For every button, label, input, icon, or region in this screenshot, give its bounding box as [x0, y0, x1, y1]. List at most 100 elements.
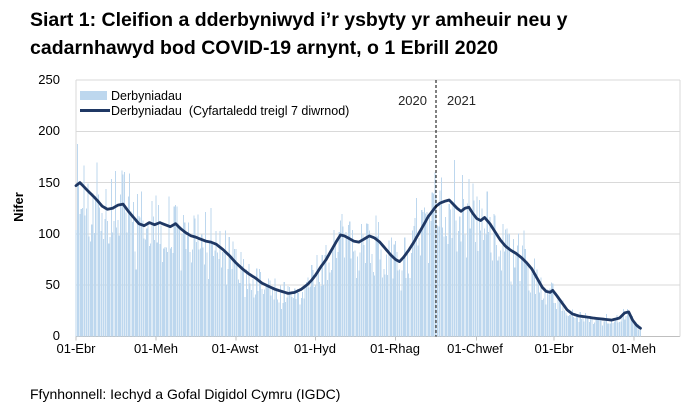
- daily-admissions-bar: [105, 189, 107, 337]
- daily-admissions-bar: [418, 237, 420, 337]
- daily-admissions-bar: [404, 237, 406, 337]
- daily-admissions-bar: [230, 256, 232, 337]
- daily-admissions-bar: [569, 314, 571, 337]
- daily-admissions-bar: [75, 229, 77, 337]
- daily-admissions-bar: [92, 193, 94, 337]
- daily-admissions-bar: [152, 216, 154, 337]
- page-title: Siart 1: Cleifion a dderbyniwyd i’r ysby…: [30, 6, 680, 62]
- daily-admissions-bar: [545, 304, 547, 337]
- daily-admissions-bar: [395, 240, 397, 337]
- daily-admissions-bar: [113, 220, 115, 337]
- daily-admissions-bar: [522, 245, 524, 337]
- daily-admissions-bar: [582, 316, 584, 337]
- x-tick-label: 01-Ebr: [534, 341, 574, 356]
- daily-admissions-bar: [88, 236, 90, 337]
- daily-admissions-bar: [218, 259, 220, 337]
- daily-admissions-bar: [596, 317, 598, 337]
- daily-admissions-bar: [433, 193, 435, 337]
- daily-admissions-bar: [638, 329, 640, 337]
- daily-admissions-bar: [578, 322, 580, 337]
- daily-admissions-bar: [605, 313, 607, 337]
- daily-admissions-bar: [575, 314, 577, 337]
- daily-admissions-bar: [303, 298, 305, 337]
- daily-admissions-bar: [465, 257, 467, 337]
- daily-admissions-bar: [140, 191, 143, 337]
- daily-admissions-bar: [520, 258, 522, 337]
- daily-admissions-bar: [142, 220, 144, 337]
- daily-admissions-bar: [453, 160, 456, 337]
- x-tick-label: 01-Hyd: [294, 341, 336, 356]
- daily-admissions-bar: [387, 274, 389, 337]
- daily-admissions-bar: [260, 271, 262, 337]
- daily-admissions-bar: [518, 233, 520, 337]
- daily-admissions-bar: [283, 281, 285, 337]
- daily-admissions-bar: [332, 251, 334, 337]
- daily-admissions-bar: [608, 323, 610, 337]
- legend-bar-label: Derbyniadau: [111, 88, 182, 103]
- daily-admissions-bar: [459, 216, 461, 337]
- daily-admissions-bar: [76, 144, 78, 337]
- daily-admissions-bar: [497, 260, 499, 337]
- daily-admissions-bar: [188, 222, 190, 337]
- daily-admissions-bar: [562, 300, 564, 337]
- x-tick-label: 01-Meh: [611, 341, 657, 356]
- daily-admissions-bar: [468, 178, 470, 337]
- daily-admissions-bar: [257, 291, 259, 337]
- daily-admissions-bar: [252, 279, 254, 337]
- daily-admissions-bar: [248, 264, 250, 337]
- daily-admissions-bar: [336, 257, 338, 337]
- daily-admissions-bar: [151, 201, 153, 337]
- daily-admissions-bar: [154, 239, 156, 337]
- daily-admissions-bar: [203, 264, 205, 337]
- daily-admissions-bar: [330, 270, 332, 337]
- daily-admissions-bar: [353, 251, 355, 337]
- daily-admissions-bar: [481, 208, 483, 337]
- daily-admissions-bar: [270, 295, 272, 337]
- daily-admissions-bar: [156, 242, 158, 337]
- daily-admissions-bar: [363, 244, 365, 337]
- legend-row-line: Derbyniadau (Cyfartaledd treigl 7 diwrno…: [80, 103, 349, 118]
- daily-admissions-bar: [227, 268, 229, 337]
- daily-admissions-bar: [491, 260, 494, 337]
- daily-admissions-bar: [266, 285, 268, 337]
- daily-admissions-bar: [588, 322, 590, 337]
- daily-admissions-bar: [292, 297, 294, 337]
- daily-admissions-bar: [615, 317, 617, 337]
- daily-admissions-bar: [378, 221, 380, 337]
- daily-admissions-bar: [241, 265, 243, 337]
- daily-admissions-bar: [416, 197, 418, 337]
- daily-admissions-bar: [164, 247, 166, 337]
- daily-admissions-bar: [381, 277, 383, 337]
- daily-admissions-bar: [178, 226, 181, 337]
- daily-admissions-bar: [554, 302, 556, 337]
- daily-admissions-bar: [85, 208, 88, 337]
- daily-admissions-bar: [222, 251, 224, 337]
- daily-admissions-bar: [155, 195, 157, 337]
- daily-admissions-bar: [389, 253, 391, 337]
- daily-admissions-bar: [422, 212, 424, 337]
- daily-admissions-bar: [494, 215, 496, 337]
- daily-admissions-bar: [601, 325, 604, 337]
- daily-admissions-bar: [515, 251, 517, 337]
- daily-admissions-bar: [396, 251, 398, 337]
- daily-admissions-bar: [526, 264, 528, 337]
- legend-line-label: Derbyniadau (Cyfartaledd treigl 7 diwrno…: [111, 103, 350, 118]
- daily-admissions-bar: [393, 244, 395, 337]
- daily-admissions-bar: [501, 270, 503, 337]
- daily-admissions-bar: [127, 196, 129, 337]
- daily-admissions-bar: [96, 162, 98, 337]
- daily-admissions-bar: [104, 218, 106, 337]
- daily-admissions-bar: [290, 293, 292, 337]
- daily-admissions-bar: [161, 262, 163, 337]
- daily-admissions-bar: [250, 290, 253, 337]
- daily-admissions-bar: [567, 315, 569, 337]
- daily-admissions-bar: [368, 230, 370, 337]
- daily-admissions-bar: [311, 265, 313, 337]
- daily-admissions-bar: [258, 269, 260, 337]
- daily-admissions-bar: [181, 233, 183, 337]
- daily-admissions-bar: [233, 249, 236, 337]
- daily-admissions-bar: [632, 316, 634, 337]
- daily-admissions-bar: [256, 268, 258, 337]
- daily-admissions-bar: [490, 252, 492, 337]
- daily-admissions-bar: [444, 216, 446, 337]
